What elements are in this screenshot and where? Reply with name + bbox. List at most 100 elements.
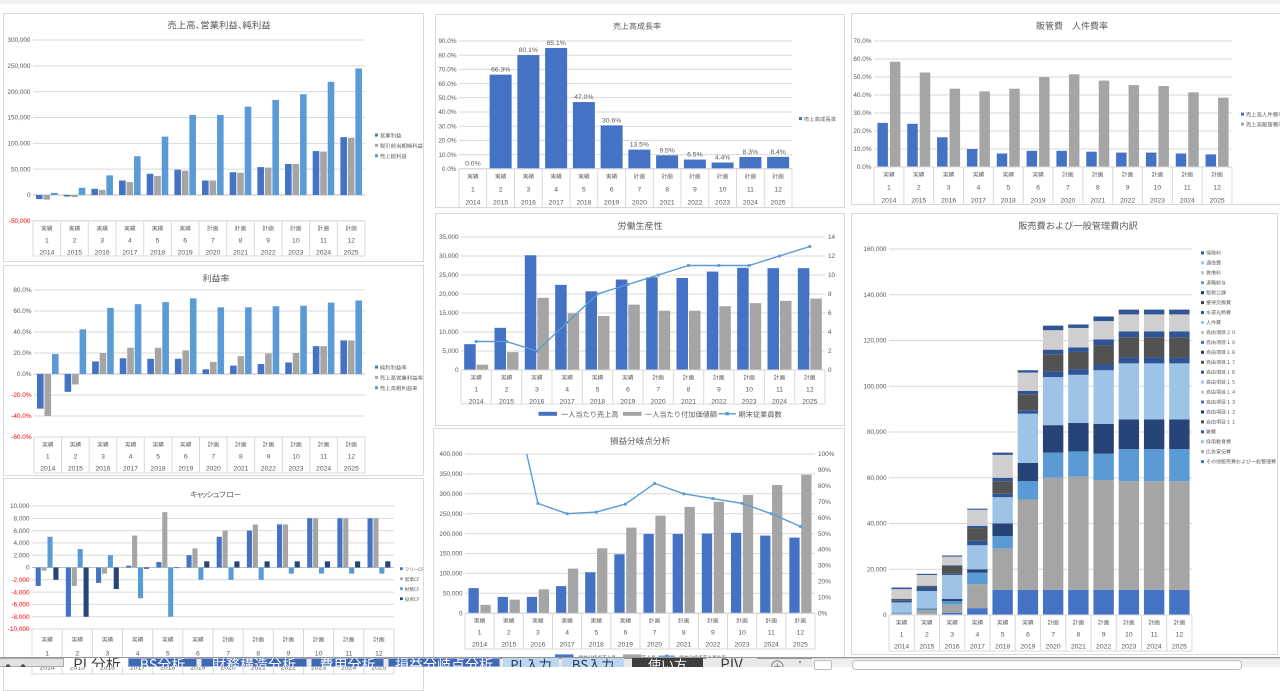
- svg-text:2017: 2017: [122, 249, 137, 256]
- svg-text:10: 10: [1125, 632, 1133, 639]
- svg-text:6: 6: [183, 237, 187, 244]
- svg-text:50,000: 50,000: [443, 591, 463, 598]
- svg-text:-50,000: -50,000: [9, 218, 31, 225]
- svg-text:350,000: 350,000: [439, 471, 463, 478]
- svg-text:5: 5: [156, 237, 160, 244]
- svg-text:11: 11: [320, 454, 327, 461]
- svg-text:80.0%: 80.0%: [438, 52, 456, 59]
- svg-text:11: 11: [1151, 632, 1158, 639]
- svg-text:2021: 2021: [681, 399, 696, 406]
- svg-text:200,000: 200,000: [439, 531, 463, 538]
- svg-text:30.0%: 30.0%: [438, 123, 456, 130]
- svg-text:2: 2: [507, 630, 511, 637]
- svg-text:12: 12: [806, 387, 814, 394]
- svg-text:160,000: 160,000: [863, 246, 887, 253]
- svg-text:2017: 2017: [560, 642, 575, 649]
- svg-text:2018: 2018: [590, 399, 605, 406]
- svg-text:11: 11: [768, 630, 775, 637]
- svg-text:2023: 2023: [735, 642, 750, 649]
- svg-text:2: 2: [499, 186, 503, 193]
- svg-text:2014: 2014: [39, 249, 54, 256]
- svg-text:2021: 2021: [233, 249, 248, 256]
- svg-text:1: 1: [45, 237, 49, 244]
- svg-text:4: 4: [565, 630, 569, 637]
- svg-text:2015: 2015: [911, 198, 926, 205]
- svg-text:0.0%: 0.0%: [465, 161, 481, 168]
- svg-text:12: 12: [797, 630, 805, 637]
- svg-text:2020: 2020: [647, 642, 662, 649]
- svg-text:2016: 2016: [521, 199, 536, 206]
- svg-text:2021: 2021: [1071, 644, 1086, 651]
- svg-text:2024: 2024: [743, 199, 758, 206]
- svg-text:7: 7: [637, 186, 641, 193]
- svg-text:10,000: 10,000: [10, 503, 30, 510]
- svg-text:2020: 2020: [1046, 644, 1061, 651]
- svg-text:20.0%: 20.0%: [438, 138, 456, 145]
- svg-text:2016: 2016: [95, 466, 110, 473]
- svg-text:2017: 2017: [560, 399, 575, 406]
- svg-text:3: 3: [947, 185, 951, 192]
- svg-text:2025: 2025: [344, 466, 359, 473]
- svg-text:2019: 2019: [1031, 198, 1046, 205]
- svg-text:2018: 2018: [1001, 198, 1016, 205]
- svg-text:35,000: 35,000: [439, 234, 459, 241]
- svg-text:60.0%: 60.0%: [853, 56, 871, 63]
- svg-text:2025: 2025: [344, 249, 359, 256]
- svg-text:2018: 2018: [150, 249, 165, 256]
- svg-text:10: 10: [745, 387, 753, 394]
- svg-text:9: 9: [717, 387, 721, 394]
- svg-text:4: 4: [975, 632, 979, 639]
- svg-text:9: 9: [1102, 632, 1106, 639]
- svg-text:2015: 2015: [493, 199, 508, 206]
- svg-text:8.4%: 8.4%: [770, 149, 786, 156]
- svg-text:1: 1: [478, 630, 482, 637]
- svg-text:80.0%: 80.0%: [13, 287, 31, 294]
- svg-text:30.0%: 30.0%: [853, 110, 871, 117]
- svg-text:3: 3: [535, 387, 539, 394]
- svg-text:2023: 2023: [742, 399, 757, 406]
- svg-text:2015: 2015: [501, 642, 516, 649]
- svg-text:2024: 2024: [1180, 198, 1195, 205]
- svg-text:2024: 2024: [1147, 644, 1162, 651]
- svg-text:0%: 0%: [818, 610, 828, 617]
- svg-text:2016: 2016: [95, 249, 110, 256]
- svg-text:8: 8: [665, 186, 669, 193]
- svg-text:40,000: 40,000: [867, 521, 887, 528]
- svg-text:50.0%: 50.0%: [853, 74, 871, 81]
- svg-text:2022: 2022: [711, 399, 726, 406]
- svg-text:1: 1: [474, 387, 478, 394]
- svg-text:30%: 30%: [818, 563, 831, 570]
- svg-text:2: 2: [828, 348, 832, 355]
- svg-text:300,000: 300,000: [7, 37, 31, 44]
- svg-text:2021: 2021: [660, 199, 675, 206]
- svg-text:10.0%: 10.0%: [853, 146, 871, 153]
- svg-text:3: 3: [100, 237, 104, 244]
- svg-text:7: 7: [211, 237, 215, 244]
- svg-text:8: 8: [239, 454, 243, 461]
- svg-text:9: 9: [267, 454, 271, 461]
- svg-text:12: 12: [774, 186, 782, 193]
- svg-text:2019: 2019: [1020, 644, 1035, 651]
- svg-text:50%: 50%: [818, 531, 831, 538]
- svg-text:-10,000: -10,000: [8, 626, 30, 633]
- svg-text:11: 11: [747, 186, 754, 193]
- svg-text:40.0%: 40.0%: [13, 329, 31, 336]
- svg-text:20.0%: 20.0%: [13, 350, 31, 357]
- svg-text:2019: 2019: [178, 466, 193, 473]
- svg-text:5: 5: [594, 630, 598, 637]
- svg-text:2,000: 2,000: [14, 552, 30, 559]
- svg-text:100,000: 100,000: [7, 141, 31, 148]
- svg-text:250,000: 250,000: [439, 511, 463, 518]
- svg-text:4: 4: [828, 329, 832, 336]
- svg-text:0: 0: [27, 192, 31, 199]
- svg-text:2020: 2020: [1060, 198, 1075, 205]
- svg-text:40%: 40%: [818, 547, 831, 554]
- svg-text:8: 8: [687, 387, 691, 394]
- svg-text:5: 5: [582, 186, 586, 193]
- svg-text:60.0%: 60.0%: [438, 81, 456, 88]
- svg-text:2019: 2019: [178, 249, 193, 256]
- svg-text:14: 14: [828, 234, 836, 241]
- svg-text:4: 4: [554, 186, 558, 193]
- svg-text:4: 4: [565, 387, 569, 394]
- svg-text:2025: 2025: [802, 399, 817, 406]
